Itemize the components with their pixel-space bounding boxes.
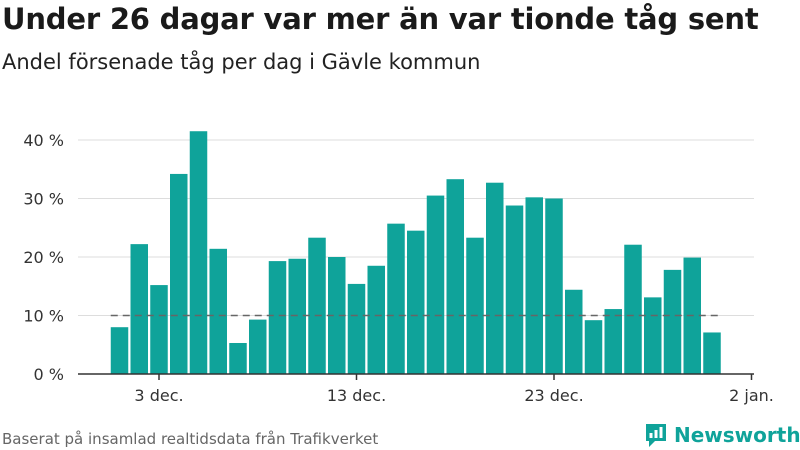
bar[interactable]: 13 dec.: 15.4 %	[347, 283, 366, 374]
bar[interactable]: 10 dec.: 19.7 %	[288, 258, 307, 374]
bar[interactable]: 20 dec.: 32.7 %	[486, 182, 504, 374]
newsworthy-logo-icon	[646, 424, 666, 447]
bar[interactable]: 7 dec.: 5.3 %	[229, 342, 247, 374]
source-note: Baserat på insamlad realtidsdata från Tr…	[2, 430, 379, 448]
brand-name: Newsworthy	[674, 423, 800, 447]
bar[interactable]: 11 dec.: 23.3 %	[308, 237, 326, 374]
bar[interactable]: 24 dec.: 14.4 %	[565, 289, 583, 374]
bar[interactable]: 3 dec.: 15.2 %	[150, 285, 168, 374]
bar[interactable]: 2 dec.: 22.2 %	[130, 244, 149, 374]
bar[interactable]: 18 dec.: 33.3 %	[446, 179, 465, 374]
bar-chart: 1 dec.: 8 %2 dec.: 22.2 %3 dec.: 15.2 %4…	[23, 131, 774, 405]
x-tick-label: 3 dec.	[134, 386, 183, 405]
bar[interactable]: 14 dec.: 18.5 %	[367, 265, 386, 374]
bar[interactable]: 22 dec.: 30.2 %	[525, 197, 544, 374]
bar[interactable]: 5 dec.: 41.5 %	[189, 131, 208, 374]
bar[interactable]: 16 dec.: 24.5 %	[407, 230, 425, 374]
y-tick-label: 10 %	[23, 307, 64, 326]
y-tick-label: 30 %	[23, 190, 64, 209]
axes: 0 %10 %20 %30 %40 %3 dec. 13 dec. 23 dec. 2…	[23, 131, 774, 405]
bar[interactable]: 9 dec.: 19.3 %	[268, 261, 287, 374]
x-tick-label: 2 jan.	[729, 386, 774, 405]
chart-subtitle: Andel försenade tåg per dag i Gävle komm…	[2, 50, 481, 74]
y-tick-label: 0 %	[34, 365, 64, 384]
bar[interactable]: 4 dec.: 34.2 %	[170, 173, 188, 374]
bar[interactable]: 6 dec.: 21.4 %	[209, 248, 228, 374]
bar[interactable]: 17 dec.: 30.5 %	[426, 195, 445, 374]
bar[interactable]: 15 dec.: 25.7 %	[387, 223, 405, 374]
x-tick-label: 23 dec.	[524, 386, 583, 405]
bar[interactable]: 25 dec.: 9.2 %	[584, 320, 603, 374]
brand-logo[interactable]: Newsworthy	[644, 420, 800, 450]
bar[interactable]: 31 dec.: 7.1 %	[703, 332, 721, 374]
bar[interactable]: 26 dec.: 11.1 %	[604, 309, 623, 374]
bar[interactable]: 1 dec.: 8 %	[110, 327, 129, 374]
bar[interactable]: 19 dec.: 23.3 %	[466, 237, 484, 374]
bar[interactable]: 28 dec.: 13.1 %	[644, 297, 662, 374]
chart-title: Under 26 dagar var mer än var tionde tåg…	[2, 2, 759, 36]
bar[interactable]: 21 dec.: 28.8 %	[505, 205, 524, 374]
bar[interactable]: 12 dec.: 20 %	[328, 257, 346, 374]
bar[interactable]: 27 dec.: 22.1 %	[624, 244, 642, 374]
x-tick-label: 13 dec.	[327, 386, 386, 405]
bar[interactable]: 8 dec.: 9.3 %	[249, 319, 267, 374]
bar[interactable]: 23 dec.: 30 %	[545, 198, 563, 375]
bar[interactable]: 29 dec.: 17.8 %	[663, 269, 682, 374]
y-tick-label: 40 %	[23, 131, 64, 150]
bars: 1 dec.: 8 %2 dec.: 22.2 %3 dec.: 15.2 %4…	[110, 131, 721, 375]
y-tick-label: 20 %	[23, 248, 64, 267]
